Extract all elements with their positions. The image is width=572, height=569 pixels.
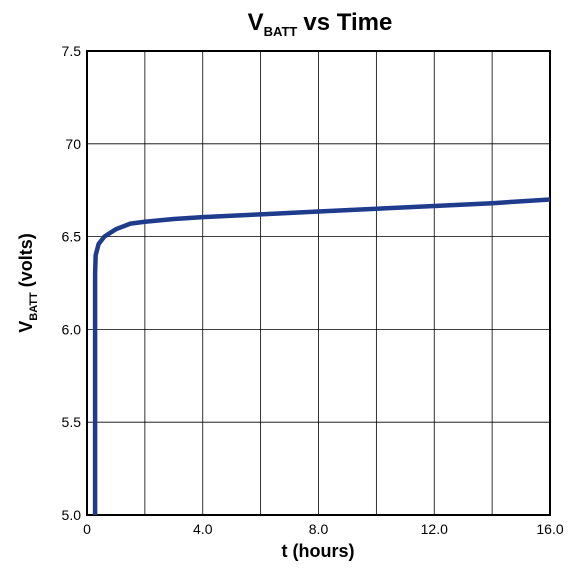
y-label-rest: (volts) (16, 233, 36, 287)
y-label-sub: BATT (28, 292, 40, 321)
x-tick-label: 0 (83, 521, 91, 537)
y-tick-label: 5.0 (62, 507, 82, 523)
x-tick-label: 12.0 (421, 521, 448, 537)
x-axis-label: t (hours) (282, 541, 355, 561)
y-tick-label: 70 (65, 136, 81, 152)
y-tick-label: 6.0 (62, 321, 82, 337)
x-tick-label: 16.0 (536, 521, 563, 537)
y-axis-label: VBATT (volts) (16, 233, 40, 333)
y-tick-label: 6.5 (62, 229, 82, 245)
y-tick-label: 7.5 (62, 43, 82, 59)
x-tick-label: 8.0 (309, 521, 329, 537)
title-rest: vs Time (303, 9, 392, 36)
y-tick-label: 5.5 (62, 414, 82, 430)
title-sub: BATT (264, 24, 298, 39)
title-main: V (248, 9, 264, 36)
y-label-main: V (16, 321, 36, 333)
data-line (92, 197, 551, 515)
plot-frame (86, 50, 551, 516)
chart-title: VBATT vs Time (248, 9, 393, 39)
x-tick-label: 4.0 (193, 521, 213, 537)
